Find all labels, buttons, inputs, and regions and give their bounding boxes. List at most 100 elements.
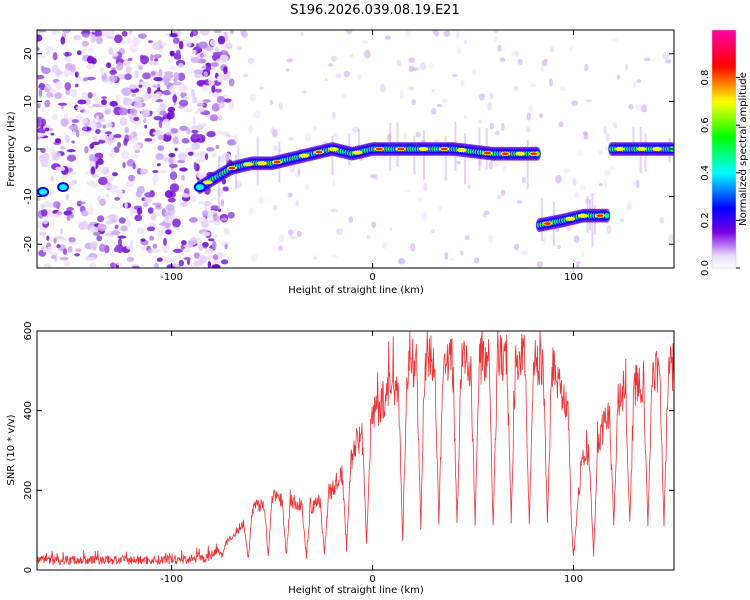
noise-blob [543,58,549,63]
noise-blob [242,73,248,78]
noise-blob [60,117,69,127]
noise-blob [205,65,212,71]
noise-blob [207,209,217,215]
noise-blob [225,43,233,50]
spectrogram-noise-cloud [37,30,674,268]
signal-track-hot [352,150,363,155]
noise-blob [60,36,66,45]
noise-blob [60,146,66,150]
noise-blob [73,34,81,41]
noise-blob [665,59,672,64]
noise-blob [164,190,173,199]
noise-blob [478,93,486,101]
noise-blob [91,141,100,146]
noise-blob [304,184,310,191]
noise-blob [611,38,618,42]
noise-blob [168,156,174,165]
noise-blob [51,30,60,36]
signal-track-peak [228,166,236,170]
noise-blob [210,205,219,210]
noise-blob [144,195,152,203]
noise-blob [487,234,494,243]
noise-blob [151,94,159,101]
noise-blob [200,30,210,36]
noise-blob [559,85,566,92]
noise-blob [540,63,545,73]
noise-blob [54,138,61,144]
noise-blob [463,114,467,119]
noise-blob [190,56,201,64]
noise-blob [167,197,176,203]
noise-blob [91,183,99,189]
noise-blob [169,171,178,181]
noise-blob [190,88,196,98]
noise-blob [150,71,156,76]
noise-blob [214,30,222,34]
noise-blob [51,252,58,256]
noise-blob [558,121,564,127]
noise-blob [150,53,154,62]
signal-track-peak [530,152,538,156]
noise-blob [228,101,234,110]
noise-blob [109,69,118,75]
noise-blob [183,108,193,113]
noise-blob [571,100,579,107]
noise-blob [313,255,317,261]
spectrogram-y-tick-label: 0 [23,146,34,152]
noise-blob [138,65,143,70]
noise-blob [67,245,73,253]
noise-blob [185,38,189,44]
noise-blob [117,141,121,148]
noise-blob [357,74,362,80]
noise-blob [196,237,201,247]
noise-blob [193,260,204,267]
noise-blob [572,178,577,186]
noise-blob [186,259,191,266]
noise-blob [103,107,112,115]
colorbar-tick-label: 0.8 [700,70,711,86]
snr-y-tick-label: 0 [23,567,34,573]
signal-segment-b-hot [565,216,576,221]
noise-blob [565,226,571,231]
noise-blob [225,133,231,138]
noise-blob [423,182,428,192]
noise-blob [142,94,149,102]
noise-blob [604,145,610,152]
noise-blob [384,35,391,40]
noise-blob [380,83,387,93]
noise-blob [124,126,130,134]
noise-blob [488,161,493,169]
noise-blob [412,67,419,72]
noise-blob [189,32,194,38]
noise-blob [248,124,254,134]
noise-blob [550,46,554,53]
noise-blob [88,226,99,233]
noise-blob [456,30,460,39]
snr-x-tick-label: 0 [369,574,375,585]
noise-blob [55,166,66,172]
noise-blob [211,240,217,250]
signal-track-hot [243,162,254,167]
noise-blob [152,174,159,183]
noise-blob [286,68,290,72]
noise-blob [75,248,82,252]
noise-blob [89,262,97,268]
noise-blob [50,132,55,136]
noise-blob [169,50,175,56]
noise-blob [179,125,188,131]
noise-blob [220,217,228,221]
noise-blob [371,221,377,229]
noise-blob [202,210,209,217]
noise-blob [113,146,120,153]
noise-blob [129,44,138,53]
noise-blob [156,107,161,117]
signal-track-peak [483,151,491,155]
noise-blob [113,34,123,44]
noise-blob [191,142,201,150]
noise-blob [105,122,113,128]
noise-blob [130,133,134,137]
noise-blob [301,90,307,94]
noise-blob [640,104,648,113]
noise-blob [183,265,194,268]
noise-blob [105,193,110,198]
